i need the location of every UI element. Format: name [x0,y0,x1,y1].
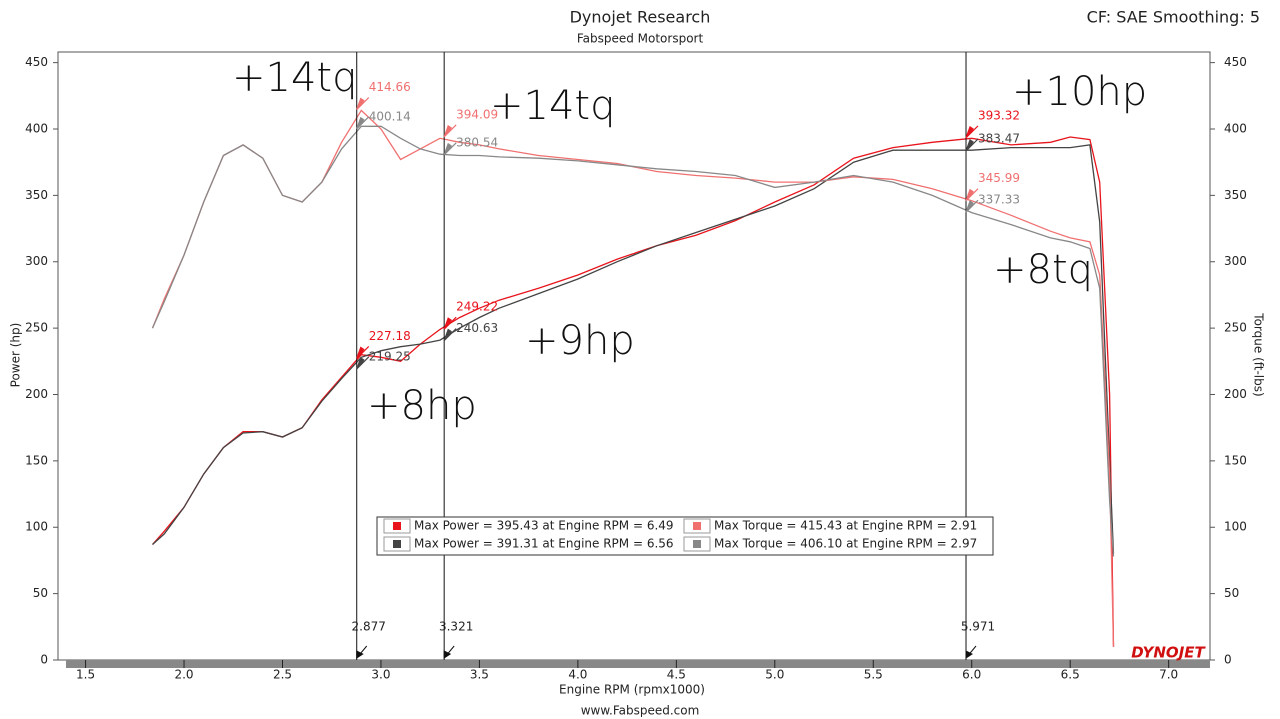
annotation: +8tq [993,247,1093,293]
cursor-marker [965,125,979,139]
x-tick-label: 4.0 [568,668,587,682]
cursor-marker [443,142,457,156]
cursor-marker [443,328,457,341]
cursor-marker [356,345,370,359]
cursor-value: 240.63 [456,321,498,335]
x-tick-label: 6.5 [1061,668,1080,682]
x-tick-label: 4.5 [667,668,686,682]
y-tick-label: 100 [25,520,48,534]
y2-tick-label: 150 [1224,453,1247,467]
cursor-marker [356,116,370,130]
cursor-value: 393.32 [978,108,1020,122]
legend-swatch [393,540,401,548]
y2-tick-label: 0 [1224,653,1232,667]
cursor-value: 345.99 [978,171,1020,185]
cursor-value: 227.18 [369,329,411,343]
chart-title: Dynojet Research [570,8,711,27]
cursor-label: 2.877 [352,620,386,634]
y2-tick-label: 50 [1224,586,1239,600]
y-tick-label: 300 [25,254,48,268]
series-line [151,125,1115,557]
chart-subtitle: Fabspeed Motorsport [577,32,704,46]
y-tick-label: 350 [25,188,48,202]
cursor-value: 394.09 [456,107,498,121]
x-tick-label: 3.0 [371,668,390,682]
x-tick-label: 5.0 [765,668,784,682]
legend-swatch [693,522,701,530]
y-tick-label: 400 [25,121,48,135]
y-tick-label: 200 [25,387,48,401]
y-tick-label: 150 [25,453,48,467]
legend-swatch [693,540,701,548]
cursor-arrow [443,645,455,659]
annotation: +10hp [1012,69,1147,115]
cursor-marker [965,188,979,202]
cursor-marker [356,97,370,110]
x-tick-label: 2.5 [273,668,292,682]
x-tick-label: 5.5 [864,668,883,682]
x-tick-label: 6.0 [962,668,981,682]
y2-tick-label: 100 [1224,520,1247,534]
y2-tick-label: 400 [1224,121,1247,135]
x-axis-label: Engine RPM (rpmx1000) [559,683,705,697]
logo: DYNOJET [1131,644,1206,662]
cursor-label: 3.321 [439,620,473,634]
cursor-value: 249.22 [456,300,498,314]
legend-label: Max Torque = 415.43 at Engine RPM = 2.91 [714,519,977,533]
cursor-value: 337.33 [978,193,1020,207]
cursor-marker [356,356,370,370]
y-tick-label: 50 [33,586,48,600]
cursor-value: 219.25 [369,349,411,363]
cursor-marker [965,199,979,213]
legend-swatch [393,522,401,530]
plot-frame [57,51,1211,661]
legend-label: Max Power = 391.31 at Engine RPM = 6.56 [414,537,674,551]
x-axis-bar [66,660,1210,668]
cursor-label: 5.971 [961,620,995,634]
cursor-marker [443,316,457,330]
y-axis-label: Power (hp) [9,323,23,388]
x-tick-label: 3.5 [470,668,489,682]
annotation: +8hp [367,383,477,429]
y2-tick-label: 350 [1224,188,1247,202]
cursor-arrow [965,645,977,659]
x-tick-label: 1.5 [76,668,95,682]
legend-label: Max Power = 395.43 at Engine RPM = 6.49 [414,519,674,533]
y-tick-label: 0 [40,653,48,667]
corner-text: CF: SAE Smoothing: 5 [1087,8,1260,27]
series-line [152,144,1115,554]
y2-tick-label: 200 [1224,387,1247,401]
cursor-marker [443,124,457,138]
y2-axis-label: Torque (ft-lbs) [1252,312,1266,396]
footer: www.Fabspeed.com [581,704,700,718]
annotation: +9hp [525,318,635,364]
legend-label: Max Torque = 406.10 at Engine RPM = 2.97 [714,537,977,551]
cursor-marker [965,138,979,152]
y2-tick-label: 300 [1224,254,1247,268]
cursor-value: 400.14 [369,109,411,123]
annotation: +14tq [232,55,358,101]
cursor-arrow [356,645,368,659]
cursor-value: 414.66 [369,80,411,94]
x-tick-label: 7.0 [1159,668,1178,682]
y2-tick-label: 450 [1224,55,1247,69]
x-tick-label: 2.0 [174,668,193,682]
annotation: +14tq [490,83,616,129]
y-tick-label: 250 [25,321,48,335]
cursor-value: 380.54 [456,135,498,149]
cursor-value: 383.47 [978,131,1020,145]
y2-tick-label: 250 [1224,321,1247,335]
y-tick-label: 450 [25,55,48,69]
